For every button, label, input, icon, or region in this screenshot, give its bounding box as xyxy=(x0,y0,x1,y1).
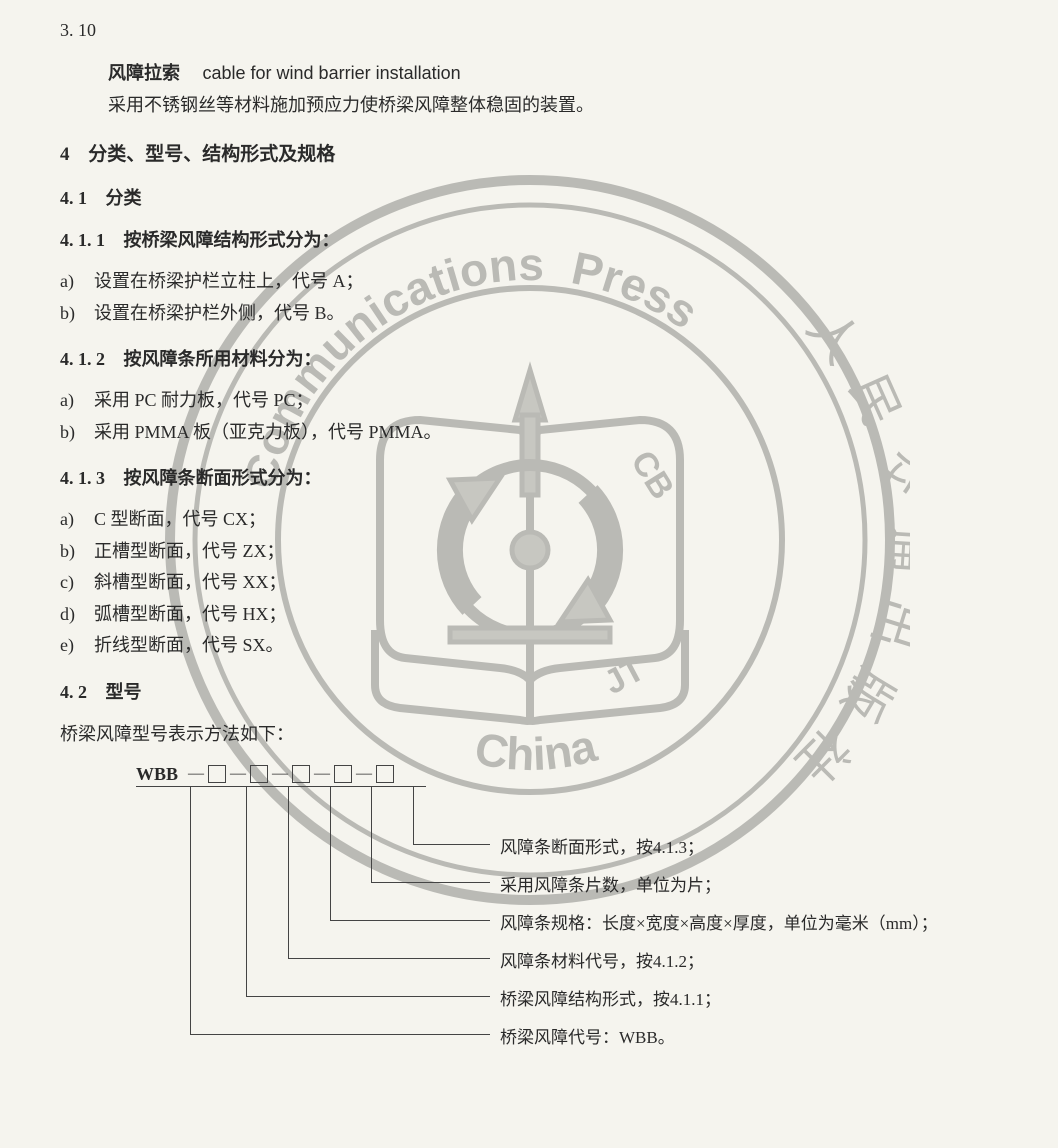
code-leader-text: 风障条断面形式，按4.1.3； xyxy=(500,833,704,858)
heading-4-1-1-title: 按桥梁风障结构形式分为： xyxy=(124,230,340,250)
heading-4-1-2-title: 按风障条所用材料分为： xyxy=(124,349,322,369)
heading-4-1-1-num: 4. 1. 1 xyxy=(60,230,105,250)
code-box xyxy=(334,765,352,783)
model-intro: 桥梁风障型号表示方法如下： xyxy=(60,720,998,746)
heading-4-2-title: 型号 xyxy=(106,682,142,702)
code-prefix: WBB xyxy=(130,764,184,785)
term-zh: 风障拉索 xyxy=(108,63,180,83)
heading-4-2-num: 4. 2 xyxy=(60,682,87,702)
term-en: cable for wind barrier installation xyxy=(203,63,461,83)
term-definition: 采用不锈钢丝等材料施加预应力使桥梁风障整体稳固的装置。 xyxy=(108,91,998,117)
list-item: c)斜槽型断面，代号 XX； xyxy=(60,567,998,599)
heading-4-num: 4 xyxy=(60,144,70,165)
heading-4-1-3-title: 按风障条断面形式分为： xyxy=(124,468,322,488)
code-leader-text: 风障条规格：长度×宽度×高度×厚度，单位为毫米（mm）； xyxy=(500,909,938,934)
heading-4-1-title: 分类 xyxy=(106,188,142,208)
code-box xyxy=(376,765,394,783)
list-item: d)弧槽型断面，代号 HX； xyxy=(60,599,998,631)
heading-4-title: 分类、型号、结构形式及规格 xyxy=(88,144,335,165)
list-item: b)设置在桥梁护栏外侧，代号 B。 xyxy=(60,298,998,330)
code-leader-text: 采用风障条片数，单位为片； xyxy=(500,871,721,896)
heading-4-1-3-num: 4. 1. 3 xyxy=(60,468,105,488)
list-item: a)采用 PC 耐力板，代号 PC； xyxy=(60,385,998,417)
heading-4-1-num: 4. 1 xyxy=(60,188,87,208)
list-item: b)正槽型断面，代号 ZX； xyxy=(60,536,998,568)
code-leader-text: 桥梁风障结构形式，按4.1.1； xyxy=(500,985,721,1010)
code-box xyxy=(208,765,226,783)
list-item: a)设置在桥梁护栏立柱上，代号 A； xyxy=(60,266,998,298)
list-item: e)折线型断面，代号 SX。 xyxy=(60,630,998,662)
code-leader-text: 风障条材料代号，按4.1.2； xyxy=(500,947,704,972)
code-box xyxy=(250,765,268,783)
model-code-diagram: WBB————— 风障条断面形式，按4.1.3；采用风障条片数，单位为片；风障条… xyxy=(130,764,1030,1084)
section-number-3-10: 3. 10 xyxy=(60,20,998,41)
heading-4-1-2-num: 4. 1. 2 xyxy=(60,349,105,369)
list-item: a)C 型断面，代号 CX； xyxy=(60,504,998,536)
code-box xyxy=(292,765,310,783)
list-item: b)采用 PMMA 板（亚克力板），代号 PMMA。 xyxy=(60,417,998,449)
code-leader-text: 桥梁风障代号：WBB。 xyxy=(500,1023,675,1048)
